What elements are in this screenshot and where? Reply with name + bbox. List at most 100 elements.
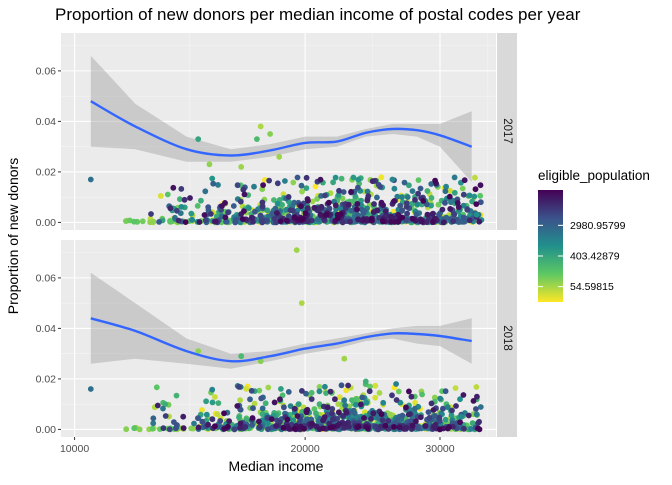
data-point	[173, 392, 180, 399]
data-point	[436, 426, 443, 433]
data-point	[378, 411, 385, 418]
data-point	[303, 185, 310, 192]
trend-line	[90, 100, 473, 157]
data-point	[379, 417, 386, 424]
data-point	[208, 211, 214, 217]
data-point	[361, 216, 368, 223]
data-point	[248, 387, 255, 394]
data-point	[321, 414, 328, 421]
data-point	[162, 401, 169, 407]
data-point	[391, 198, 398, 204]
data-point	[243, 386, 250, 392]
data-point	[210, 180, 217, 187]
data-point	[217, 418, 224, 424]
data-point	[249, 415, 256, 421]
data-point	[403, 404, 409, 411]
data-point	[355, 184, 361, 191]
data-point	[236, 414, 242, 421]
data-point	[395, 211, 401, 218]
data-point	[377, 423, 384, 430]
data-point	[187, 195, 193, 201]
data-point	[396, 424, 403, 431]
data-point	[267, 131, 273, 137]
data-point	[259, 203, 266, 210]
data-point	[214, 411, 221, 417]
data-point	[284, 416, 291, 423]
data-point	[174, 207, 180, 214]
data-point	[435, 201, 442, 208]
data-point	[409, 422, 416, 429]
data-point	[393, 397, 400, 403]
data-point	[334, 215, 341, 222]
data-point	[237, 397, 244, 403]
data-point	[239, 216, 246, 223]
data-point	[123, 426, 130, 433]
data-point	[225, 423, 231, 430]
data-point	[246, 205, 252, 212]
data-point	[370, 410, 377, 417]
data-point	[436, 211, 442, 218]
x-tick-label: 30000	[425, 443, 454, 455]
data-point	[274, 200, 281, 207]
data-point	[273, 423, 279, 429]
data-point	[355, 176, 362, 183]
data-point	[430, 407, 437, 413]
data-point	[366, 388, 373, 395]
chart-title: Proportion of new donors per median inco…	[55, 5, 581, 24]
data-point	[299, 388, 305, 394]
data-point	[258, 395, 265, 402]
data-point	[149, 425, 156, 432]
data-point	[249, 422, 256, 428]
confidence-band-area	[90, 272, 472, 369]
data-point	[414, 201, 421, 208]
data-point	[309, 420, 315, 427]
data-point	[417, 414, 424, 421]
data-point	[336, 187, 342, 194]
data-point	[375, 415, 382, 421]
data-point	[173, 425, 179, 432]
data-point	[280, 424, 287, 431]
data-point	[330, 179, 336, 186]
data-point	[303, 174, 310, 181]
data-point	[301, 425, 307, 432]
data-point	[342, 402, 349, 409]
x-axis-title: Median income	[229, 458, 324, 474]
data-point	[382, 208, 389, 215]
confidence-band	[90, 272, 472, 369]
data-point	[428, 400, 435, 407]
data-point	[451, 174, 458, 181]
data-point	[459, 185, 466, 192]
data-point	[212, 394, 218, 400]
data-point	[281, 404, 287, 411]
x-tick-label: 10000	[60, 443, 89, 455]
data-point	[428, 181, 435, 187]
data-point	[348, 188, 354, 195]
data-point	[226, 418, 233, 424]
data-point	[407, 418, 414, 425]
data-point	[458, 413, 465, 420]
data-point	[294, 174, 301, 181]
data-point	[181, 196, 188, 203]
data-point	[404, 194, 411, 201]
data-point	[338, 382, 345, 389]
y-tick-label: 0.02	[36, 166, 57, 178]
data-point	[374, 194, 380, 201]
data-point	[290, 417, 297, 424]
data-point	[468, 426, 474, 432]
data-point	[377, 183, 383, 190]
data-point	[327, 424, 334, 431]
data-point	[257, 358, 264, 365]
data-point	[380, 399, 387, 406]
data-point	[257, 123, 264, 130]
data-point	[202, 188, 209, 195]
data-point	[358, 197, 364, 204]
data-point	[404, 210, 410, 217]
data-point	[318, 203, 325, 210]
facet-strip	[497, 33, 517, 230]
data-point	[449, 407, 455, 414]
y-tick-label: 0.04	[36, 116, 57, 128]
data-point	[415, 177, 422, 184]
legend-tick-label: 54.59815	[570, 281, 614, 293]
data-point	[180, 425, 187, 431]
data-point	[477, 182, 484, 189]
